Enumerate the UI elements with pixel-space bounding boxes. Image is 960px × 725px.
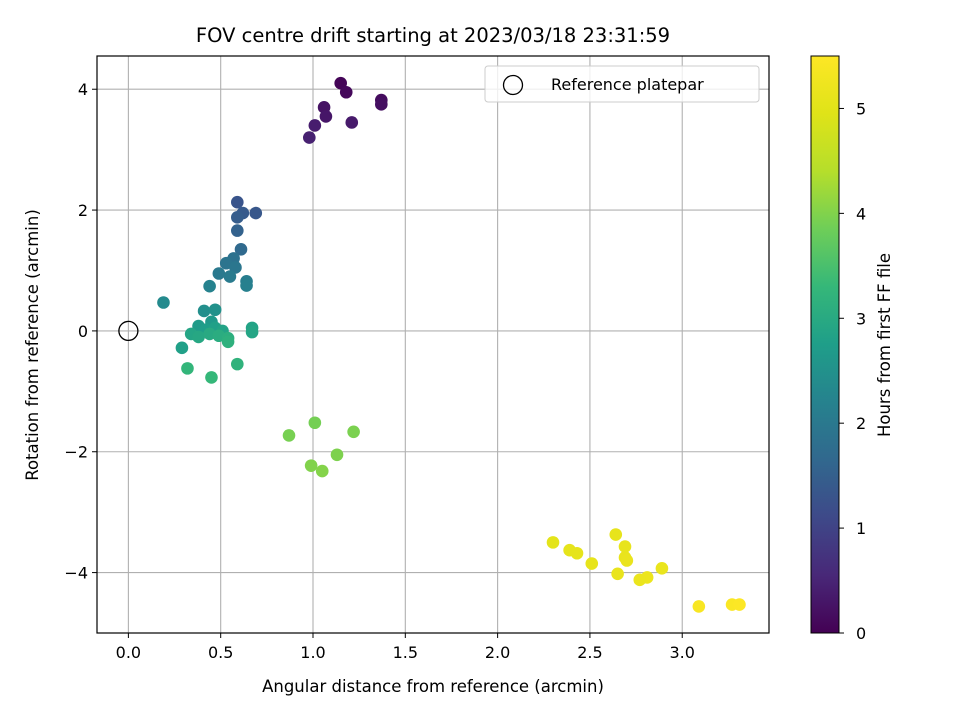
plot-frame xyxy=(96,55,770,634)
data-point xyxy=(229,261,242,274)
data-point xyxy=(223,270,237,283)
data-point xyxy=(249,206,263,220)
data-point xyxy=(618,540,632,553)
data-point xyxy=(692,600,706,613)
data-point xyxy=(347,425,360,439)
colorbar-label: Hours from first FF file xyxy=(875,253,894,437)
x-tick-label: 0.5 xyxy=(208,643,233,662)
x-tick-label: 2.0 xyxy=(485,643,510,662)
y-tick-label: 4 xyxy=(78,80,88,99)
data-point xyxy=(231,195,244,209)
data-point xyxy=(308,416,322,430)
reference-platepar-marker xyxy=(118,320,139,342)
y-tick-label: −2 xyxy=(64,443,88,462)
data-point xyxy=(203,279,216,293)
y-axis-ticks: −4 −2 0 2 4 xyxy=(64,80,97,583)
legend-marker-reference xyxy=(502,74,524,96)
colorbar-ticks: 0 1 2 3 4 5 xyxy=(839,99,866,643)
data-point xyxy=(192,330,205,344)
data-point xyxy=(231,357,244,371)
colorbar-tick-label: 3 xyxy=(856,309,866,328)
data-point xyxy=(303,131,316,144)
data-point xyxy=(733,598,746,611)
data-point xyxy=(611,567,624,581)
y-tick-label: −4 xyxy=(64,564,88,583)
legend: Reference platepar xyxy=(484,65,760,103)
data-point xyxy=(240,279,253,292)
data-point xyxy=(609,528,623,541)
colorbar-tick-label: 5 xyxy=(856,99,866,118)
data-point xyxy=(546,536,560,549)
y-axis-label: Rotation from reference (arcmin) xyxy=(23,209,42,481)
data-point xyxy=(620,554,634,567)
y-tick-label: 2 xyxy=(78,201,88,220)
grid-lines xyxy=(97,56,769,633)
data-point xyxy=(308,119,322,132)
colorbar-tick-label: 0 xyxy=(856,624,866,643)
data-point xyxy=(231,211,244,224)
legend-label-reference: Reference platepar xyxy=(551,75,704,94)
data-point xyxy=(221,335,235,349)
y-tick-label: 0 xyxy=(78,322,88,341)
x-axis-ticks: 0.0 0.5 1.0 1.5 2.0 2.5 3.0 xyxy=(116,633,695,662)
colorbar xyxy=(810,55,840,634)
data-point xyxy=(339,85,353,99)
colorbar-tick-label: 4 xyxy=(856,204,866,223)
data-point xyxy=(205,371,218,384)
chart-title: FOV centre drift starting at 2023/03/18 … xyxy=(196,24,670,47)
x-tick-label: 2.5 xyxy=(577,643,602,662)
x-tick-label: 1.0 xyxy=(300,643,325,662)
colorbar-tick-label: 1 xyxy=(856,519,866,538)
data-point xyxy=(157,296,170,309)
data-point xyxy=(234,243,248,256)
x-tick-label: 0.0 xyxy=(116,643,141,662)
data-point xyxy=(334,76,347,90)
data-point xyxy=(304,459,318,472)
data-point xyxy=(633,573,647,587)
data-point xyxy=(315,464,329,478)
data-point xyxy=(197,304,211,318)
data-point xyxy=(655,562,669,575)
legend-box xyxy=(484,65,760,103)
x-axis-label: Angular distance from reference (arcmin) xyxy=(262,677,604,696)
colorbar-tick-label: 2 xyxy=(856,414,866,433)
data-points xyxy=(157,76,746,613)
data-point xyxy=(570,546,584,560)
data-point xyxy=(585,557,599,570)
data-point xyxy=(181,362,194,375)
data-point xyxy=(282,429,296,442)
data-point xyxy=(345,116,359,129)
x-tick-label: 3.0 xyxy=(670,643,695,662)
reference-marker-layer xyxy=(118,320,139,342)
data-point xyxy=(375,98,388,111)
data-point xyxy=(212,267,226,280)
data-point xyxy=(330,448,344,462)
data-point xyxy=(245,325,259,339)
x-tick-label: 1.5 xyxy=(393,643,418,662)
data-point xyxy=(319,110,333,123)
data-point xyxy=(231,224,244,237)
data-point xyxy=(175,341,189,355)
data-point xyxy=(208,303,222,317)
